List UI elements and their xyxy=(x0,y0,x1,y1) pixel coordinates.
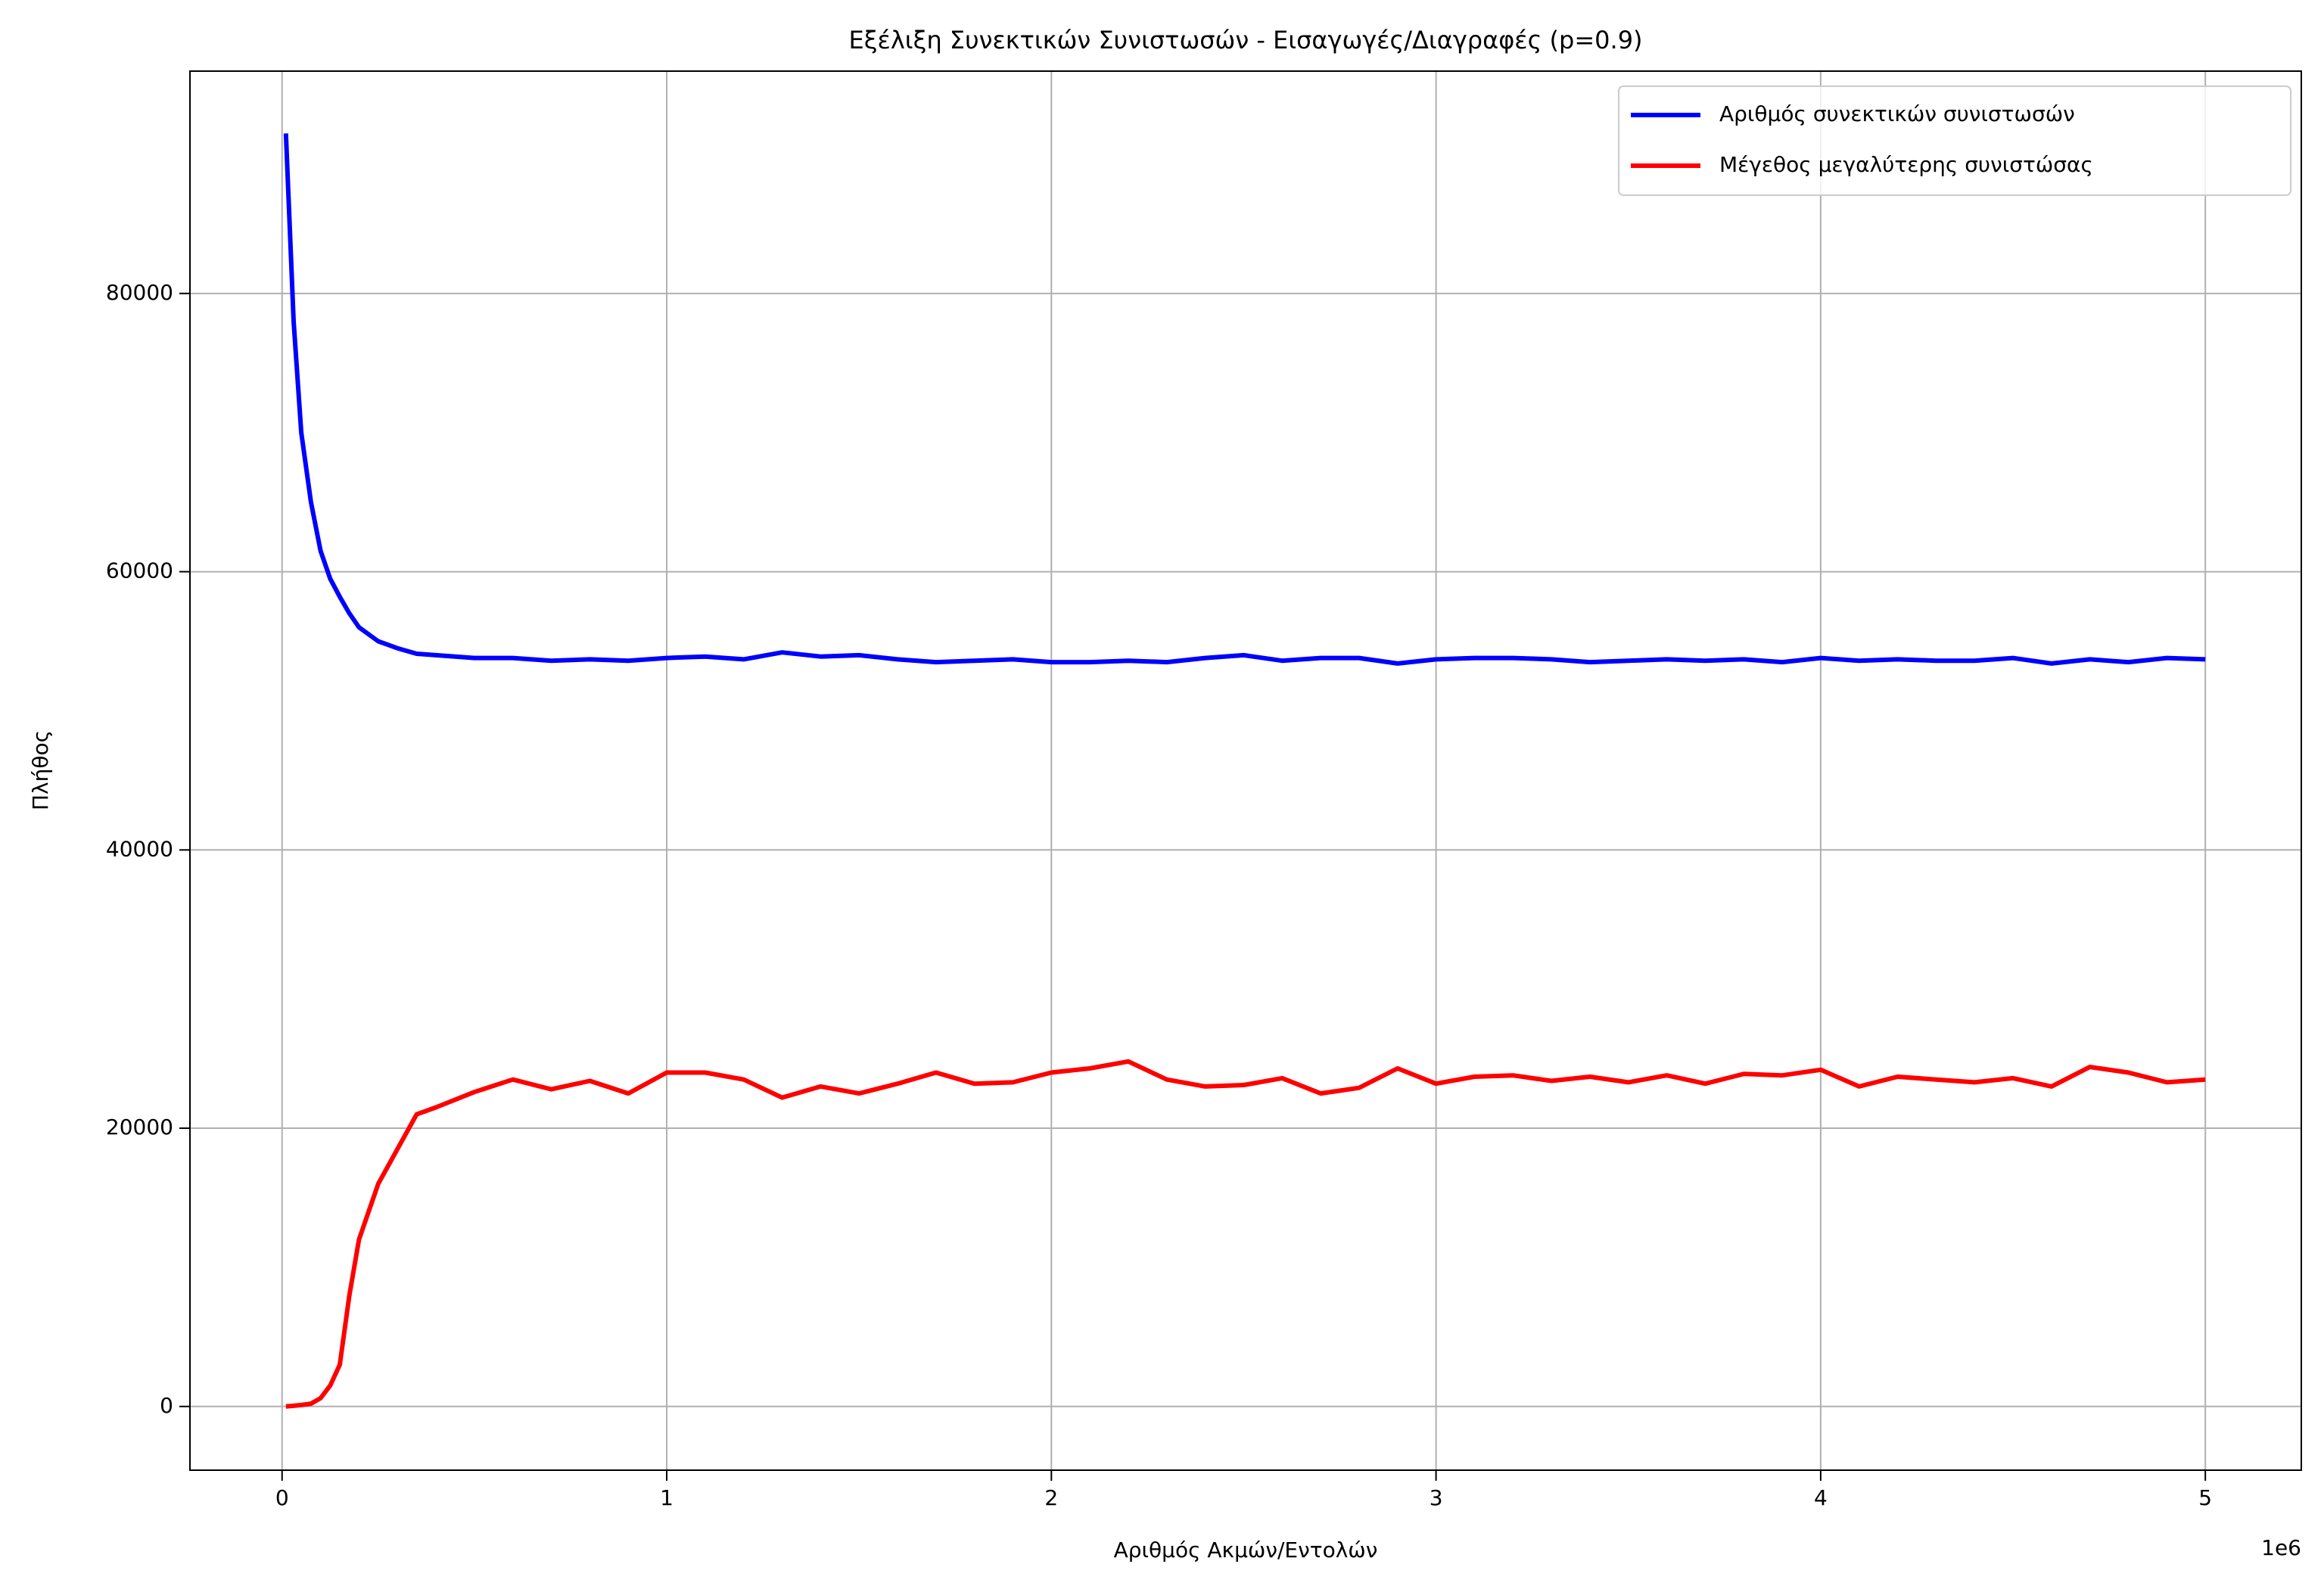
chart-title: Εξέλιξη Συνεκτικών Συνιστωσών - Εισαγωγέ… xyxy=(848,26,1642,54)
x-axis-label: Αριθμός Ακμών/Εντολών xyxy=(1114,1538,1378,1562)
x-tick-label: 2 xyxy=(1044,1485,1058,1510)
y-axis-label: Πλήθος xyxy=(28,730,53,810)
x-offset-label: 1e6 xyxy=(2261,1535,2301,1560)
plot-frame xyxy=(189,70,2302,1471)
y-tick-label: 20000 xyxy=(106,1115,173,1140)
legend-box xyxy=(1618,86,2291,196)
x-tick-label: 5 xyxy=(2198,1485,2212,1510)
y-tick-label: 60000 xyxy=(106,558,173,583)
legend-label: Αριθμός συνεκτικών συνιστωσών xyxy=(1719,101,2075,126)
series-line xyxy=(283,133,2206,666)
x-tick-label: 4 xyxy=(1814,1485,1828,1510)
series-line xyxy=(285,1059,2206,1409)
y-tick-label: 0 xyxy=(160,1393,173,1418)
x-tick-label: 3 xyxy=(1430,1485,1443,1510)
y-tick-label: 80000 xyxy=(106,280,173,305)
x-tick-label: 1 xyxy=(660,1485,674,1510)
y-tick-label: 40000 xyxy=(106,836,173,861)
legend-label: Μέγεθος μεγαλύτερης συνιστώσας xyxy=(1719,152,2093,177)
x-tick-label: 0 xyxy=(275,1485,289,1510)
